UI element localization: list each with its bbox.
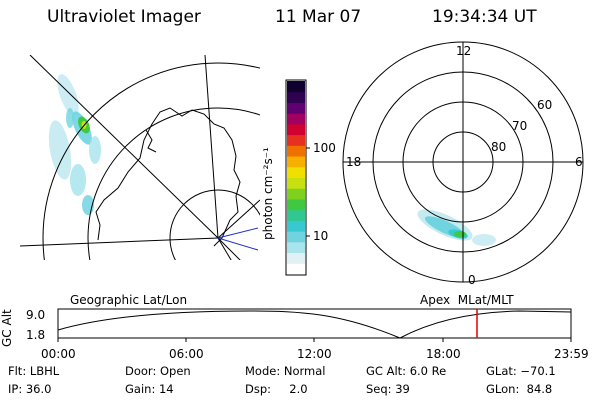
aurora-emission-right xyxy=(417,209,496,246)
instrument-title: Ultraviolet Imager xyxy=(47,7,201,27)
colorbar-swatch xyxy=(287,166,305,178)
altitude-xtick-2359: 23:59 xyxy=(554,347,589,361)
altitude-ylabel: GC Alt xyxy=(0,309,14,347)
colorbar-swatch xyxy=(287,177,305,189)
mlt-label-12: 12 xyxy=(456,44,472,58)
status-glon: GLon: 84.8 xyxy=(486,382,553,396)
altitude-xtick-0600: 06:00 xyxy=(169,347,204,361)
altitude-xtick-0000: 00:00 xyxy=(41,347,76,361)
geographic-map xyxy=(20,55,260,260)
colorbar-swatch xyxy=(287,241,305,254)
antarctica-coastline xyxy=(95,107,241,247)
meridian-markers xyxy=(217,227,259,251)
colorbar-swatch xyxy=(287,252,305,264)
status-filter: Flt: LBHL xyxy=(8,364,60,378)
altitude-plot-frame xyxy=(57,308,572,339)
status-mode: Mode: Normal xyxy=(245,364,326,378)
status-gc-alt: GC Alt: 6.0 Re xyxy=(366,364,447,378)
mlat-label-80: 80 xyxy=(491,140,507,154)
colorbar xyxy=(285,79,310,276)
colorbar-swatch xyxy=(287,220,305,232)
colorbar-swatch xyxy=(287,113,305,125)
apex-panel-label: Apex MLat/MLT xyxy=(420,293,514,307)
colorbar-swatch xyxy=(287,188,305,200)
mlt-label-0: 0 xyxy=(468,273,476,287)
colorbar-swatch xyxy=(287,145,305,157)
polar-grid xyxy=(342,41,584,283)
colorbar-swatches xyxy=(287,81,305,275)
colorbar-swatch xyxy=(287,123,305,136)
colorbar-swatch xyxy=(287,156,305,168)
status-ip: IP: 36.0 xyxy=(8,382,52,396)
header-time: 19:34:34 UT xyxy=(432,7,537,27)
geographic-panel-label: Geographic Lat/Lon xyxy=(70,293,188,307)
altitude-plot xyxy=(57,308,572,342)
altitude-curve xyxy=(57,310,572,339)
altitude-ytick-high: 9.0 xyxy=(26,308,46,322)
colorbar-frame xyxy=(285,79,307,276)
status-seq: Seq: 39 xyxy=(366,382,410,396)
colorbar-swatch xyxy=(287,198,305,211)
colorbar-swatch xyxy=(287,134,305,146)
colorbar-swatch xyxy=(287,263,305,275)
status-gain: Gain: 14 xyxy=(125,382,174,396)
aurora-emission-left xyxy=(48,74,101,215)
colorbar-swatch xyxy=(287,102,305,114)
colorbar-unit-label: photon cm⁻²s⁻¹ xyxy=(261,147,275,240)
colorbar-label-10: 10 xyxy=(313,229,329,243)
mlat-label-60: 60 xyxy=(537,98,553,112)
colorbar-swatch xyxy=(287,231,305,243)
header-date: 11 Mar 07 xyxy=(275,7,362,27)
altitude-ytick-low: 1.8 xyxy=(26,328,46,342)
lat-lon-grid xyxy=(20,55,260,260)
colorbar-swatch xyxy=(287,81,305,93)
status-door: Door: Open xyxy=(125,364,191,378)
mlt-label-18: 18 xyxy=(346,155,362,169)
colorbar-swatch xyxy=(287,209,305,221)
mlat-label-70: 70 xyxy=(512,119,528,133)
altitude-xtick-1800: 18:00 xyxy=(426,347,461,361)
colorbar-label-100: 100 xyxy=(313,141,336,155)
polar-plot xyxy=(342,41,584,283)
status-dsp: Dsp: 2.0 xyxy=(245,382,308,396)
mlt-label-6: 6 xyxy=(575,155,583,169)
status-glat: GLat: −70.1 xyxy=(486,364,556,378)
altitude-x-ticks xyxy=(57,338,572,342)
altitude-xtick-1200: 12:00 xyxy=(297,347,332,361)
colorbar-swatch xyxy=(287,91,305,103)
